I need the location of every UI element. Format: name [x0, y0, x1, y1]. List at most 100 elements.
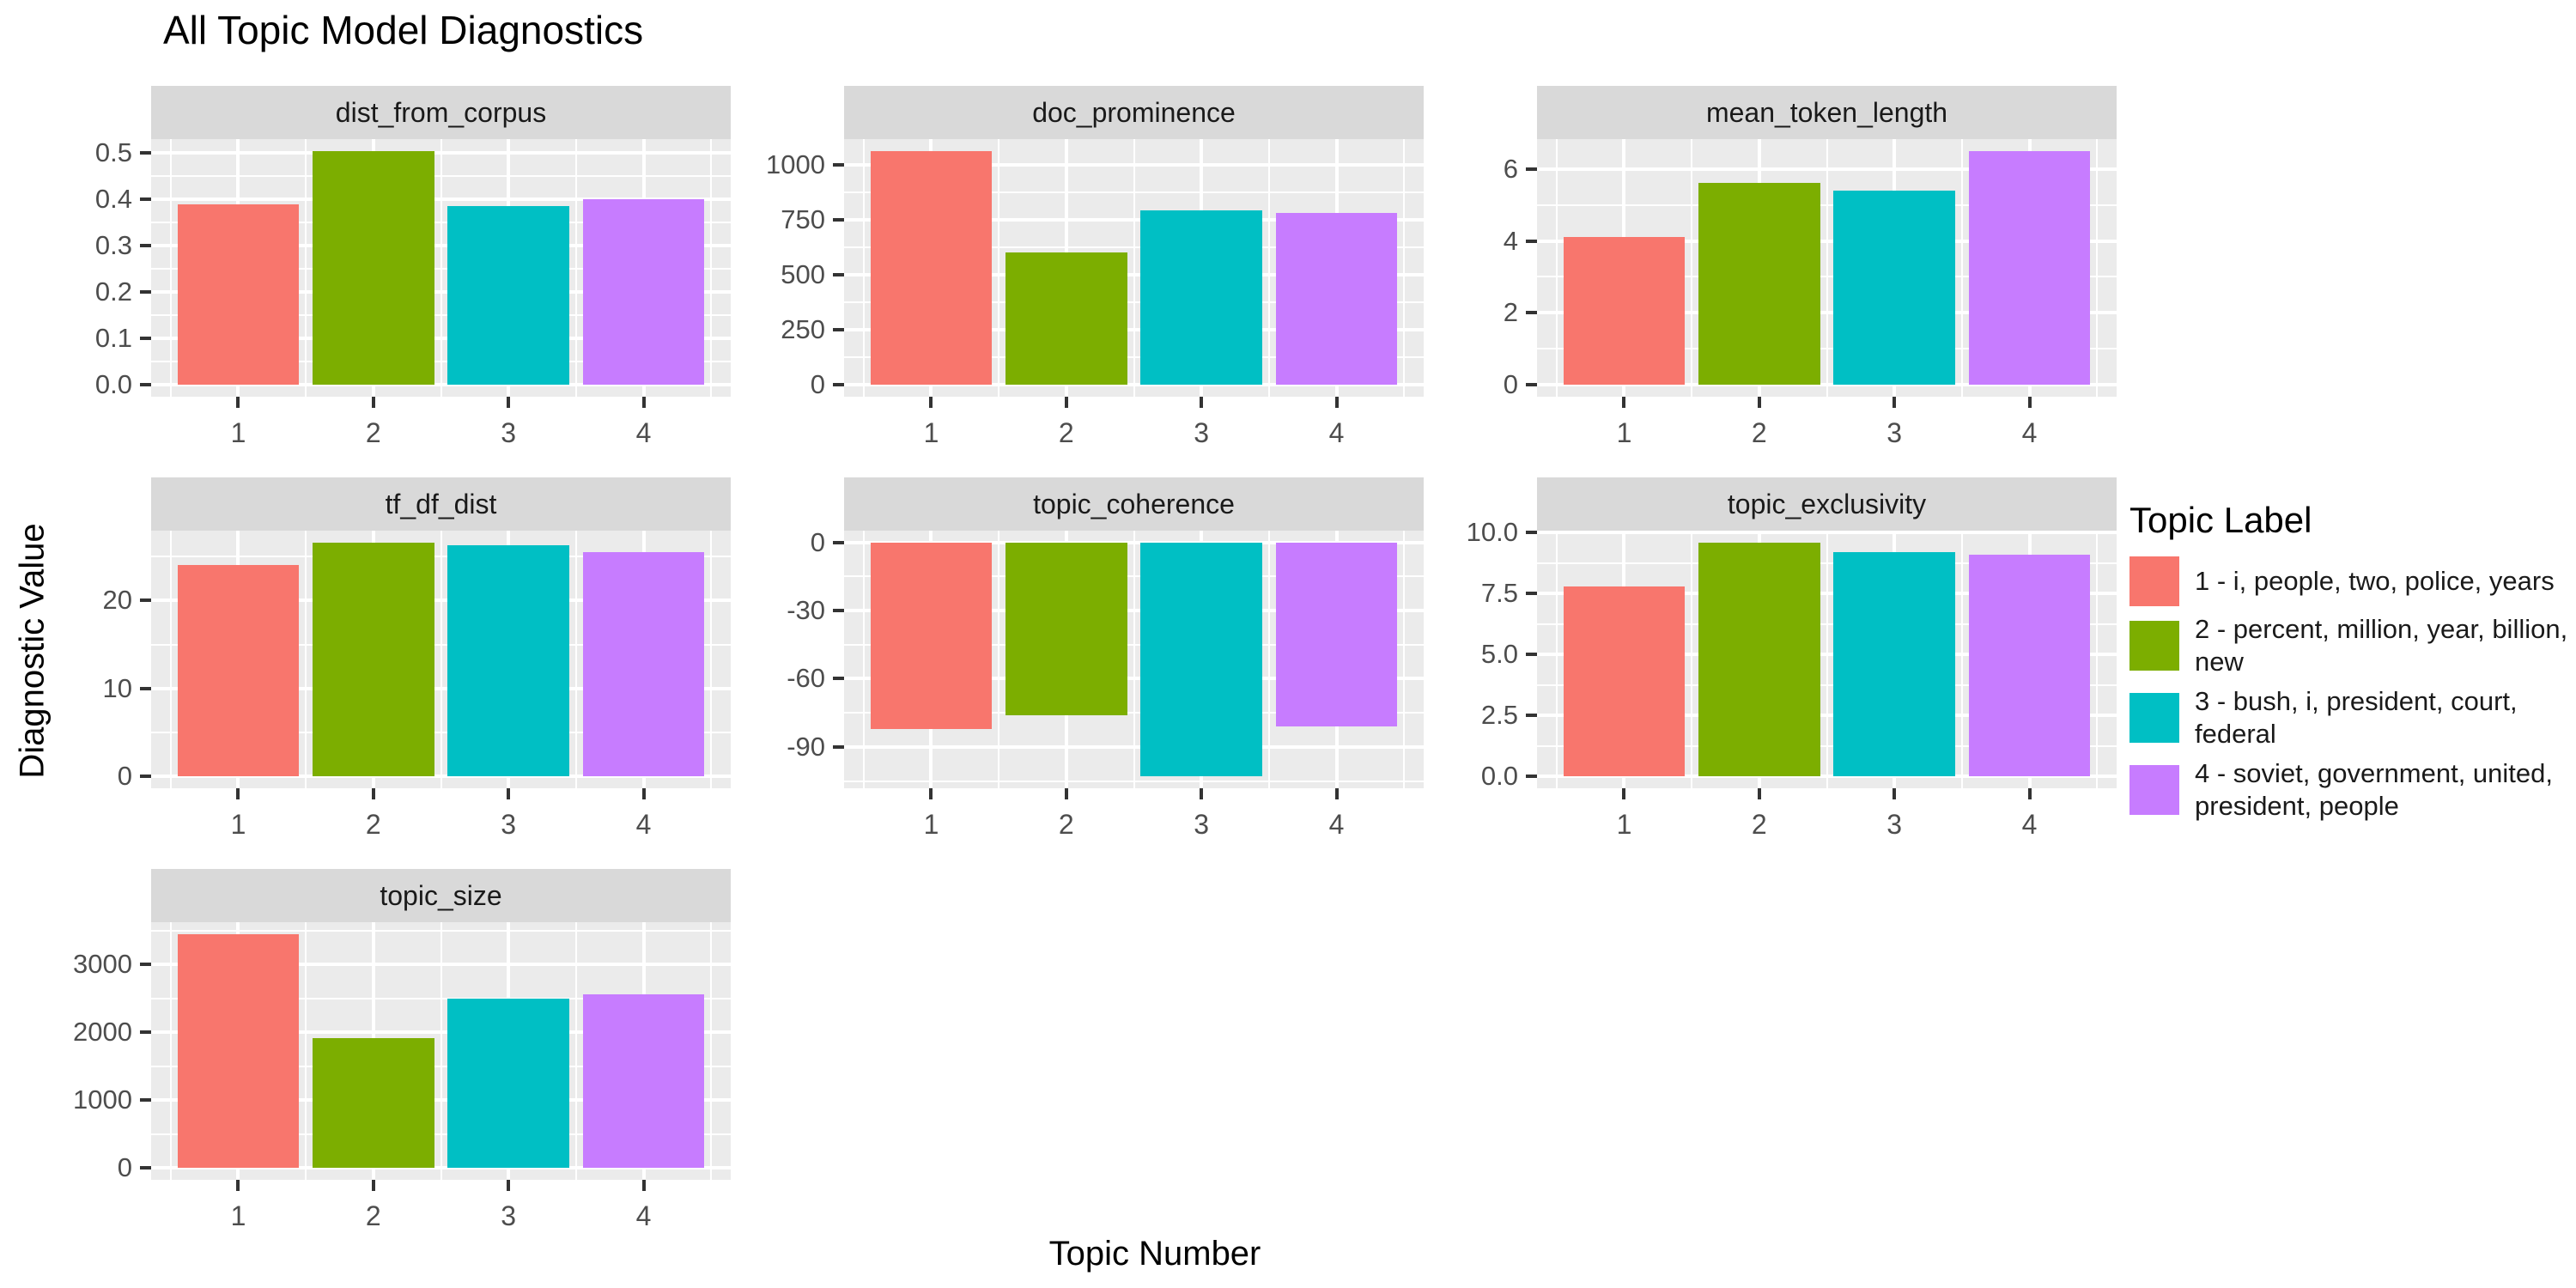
- x-tick-label: 4: [2021, 417, 2038, 448]
- x-tick-label: 2: [1058, 417, 1074, 448]
- x-tick-mark: [371, 397, 375, 408]
- bar-topic-1: [870, 151, 993, 385]
- x-tick-mark: [1757, 788, 1761, 799]
- gridline-minor: [1267, 139, 1270, 397]
- y-tick-label: 7.5: [1480, 578, 1518, 609]
- facet-topic_coherence: -90 -60 -30 0 topic_coherence 1 2 3 4: [754, 477, 1424, 864]
- gridline-major: [151, 197, 731, 202]
- gridline-major: [151, 337, 731, 341]
- bar-topic-2: [313, 1037, 434, 1169]
- x-axis: 1 2 3 4: [1537, 397, 2117, 472]
- x-tick-label: 4: [2021, 809, 2038, 840]
- legend-key-swatch: [2129, 556, 2179, 606]
- y-tick-mark: [833, 272, 844, 276]
- y-tick-label: -60: [787, 663, 825, 694]
- gridline-major: [844, 327, 1424, 331]
- x-tick-mark: [1622, 397, 1626, 408]
- x-tick-mark: [1334, 788, 1339, 799]
- x-tick-label: 2: [365, 1200, 381, 1231]
- legend-items: 1 - i, people, two, police, years 2 - per…: [2129, 556, 2576, 823]
- x-tick-mark: [2027, 397, 2032, 408]
- panel: [844, 531, 1424, 788]
- bar-topic-1: [1563, 237, 1686, 386]
- panel: [151, 139, 731, 397]
- legend-item-4: 4 - soviet, government, united, presiden…: [2129, 757, 2576, 823]
- y-tick-label: 500: [781, 258, 825, 289]
- facet-strip: mean_token_length: [1537, 86, 2117, 139]
- y-tick-mark: [1526, 592, 1537, 596]
- x-axis: 1 2 3 4: [844, 788, 1424, 864]
- gridline-major: [844, 382, 1424, 386]
- panel: [151, 922, 731, 1180]
- x-tick-mark: [929, 397, 933, 408]
- legend-item-1: 1 - i, people, two, police, years: [2129, 556, 2576, 606]
- y-tick-label: 0.3: [94, 230, 132, 261]
- gridline-major: [151, 963, 731, 967]
- x-axis: 1 2 3 4: [151, 397, 731, 472]
- y-tick-mark: [833, 162, 844, 167]
- y-axis: 0.0 0.1 0.2 0.3 0.4 0.5: [61, 137, 151, 399]
- x-tick-mark: [1757, 397, 1761, 408]
- legend-item-label: 1 - i, people, two, police, years: [2195, 566, 2555, 596]
- gridline-minor: [574, 922, 577, 1180]
- gridline-major: [1537, 531, 2117, 535]
- x-tick-label: 4: [635, 809, 652, 840]
- bar-topic-4: [1275, 542, 1398, 726]
- gridline-major: [151, 244, 731, 248]
- gridline-major: [1537, 167, 2117, 171]
- legend-item-label: 4 - soviet, government, united, presiden…: [2195, 758, 2554, 821]
- x-tick-mark: [371, 1180, 375, 1191]
- bar-topic-3: [1140, 210, 1262, 385]
- legend-item-3: 3 - bush, i, president, court, federal: [2129, 685, 2576, 750]
- y-tick-mark: [140, 775, 151, 779]
- y-tick-mark: [140, 337, 151, 341]
- gridline-minor: [1826, 531, 1828, 788]
- x-tick-label: 4: [1328, 417, 1345, 448]
- y-tick-mark: [833, 744, 844, 749]
- gridline-minor: [440, 531, 442, 788]
- bar-topic-2: [1698, 183, 1820, 386]
- gridline-major: [844, 744, 1424, 749]
- y-tick-label: 0: [117, 761, 132, 792]
- x-tick-mark: [236, 788, 240, 799]
- bar-topic-3: [1833, 190, 1955, 386]
- panel: [844, 139, 1424, 397]
- y-tick-mark: [140, 686, 151, 690]
- gridline-minor: [1826, 139, 1828, 397]
- y-tick-label: 0: [1503, 369, 1518, 400]
- x-tick-mark: [507, 788, 511, 799]
- y-axis: 0 250 500 750 1000: [754, 139, 844, 399]
- y-tick-label: 0: [117, 1152, 132, 1183]
- gridline-major: [151, 1030, 731, 1035]
- facet-grid: 0.0 0.1 0.2 0.3 0.4 0.5 dist_from_corpus 1 2 3 4 0 2…: [61, 86, 2117, 1255]
- x-tick-label: 1: [230, 417, 246, 448]
- x-tick-label: 1: [1616, 809, 1632, 840]
- x-tick-label: 4: [635, 1200, 652, 1231]
- gridline-major: [1537, 653, 2117, 657]
- panel: [151, 531, 731, 788]
- x-tick-mark: [236, 1180, 240, 1191]
- x-tick-mark: [1200, 788, 1204, 799]
- y-tick-label: 3000: [73, 949, 132, 980]
- legend-item-label: 2 - percent, million, year, billion, new: [2195, 614, 2568, 677]
- facet-strip: topic_exclusivity: [1537, 477, 2117, 531]
- x-tick-mark: [1622, 788, 1626, 799]
- y-tick-label: 0: [810, 368, 825, 399]
- y-tick-mark: [833, 217, 844, 222]
- y-axis: 0.0 2.5 5.0 7.5 10.0: [1447, 517, 1537, 791]
- bar-topic-3: [447, 544, 569, 777]
- y-tick-label: 1000: [73, 1084, 132, 1115]
- gridline-minor: [710, 139, 713, 397]
- gridline-minor: [1691, 139, 1693, 397]
- gridline-minor: [305, 922, 307, 1180]
- x-tick-mark: [507, 397, 511, 408]
- facet-strip: tf_df_dist: [151, 477, 731, 531]
- y-tick-mark: [140, 244, 151, 248]
- y-axis: 0 1000 2000 3000: [61, 922, 151, 1183]
- bar-topic-1: [1563, 586, 1686, 777]
- x-tick-label: 4: [1328, 809, 1345, 840]
- legend: Topic Label 1 - i, people, two, police, …: [2129, 500, 2576, 829]
- gridline-major: [1537, 775, 2117, 779]
- y-axis-title: Diagnostic Value: [13, 523, 52, 779]
- y-tick-label: 6: [1503, 153, 1518, 184]
